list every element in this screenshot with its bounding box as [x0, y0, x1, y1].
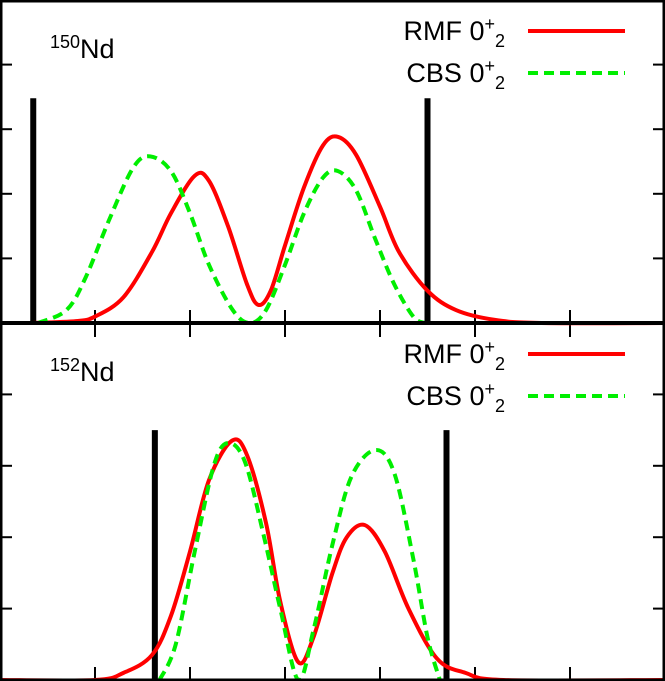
legend-sup: + [484, 379, 495, 399]
panel-label: 150Nd [50, 32, 115, 64]
legend-label-cbs: CBS 0+2 [406, 379, 505, 416]
element-symbol: Nd [80, 34, 115, 64]
mass-number: 152 [50, 355, 80, 375]
legend-sup: + [484, 56, 495, 76]
legend-label-rmf: RMF 0+2 [403, 14, 505, 51]
legend-label-rmf: RMF 0+2 [403, 337, 505, 374]
legend-name: CBS 0 [406, 381, 484, 411]
legend-name: CBS 0 [406, 58, 484, 88]
legend-name: RMF 0 [403, 339, 484, 369]
legend-sup: + [484, 337, 495, 357]
legend-sub: 2 [495, 396, 505, 416]
series-rmf-line [28, 134, 665, 326]
legend-label-cbs: CBS 0+2 [406, 56, 505, 93]
legend-sub: 2 [495, 73, 505, 93]
panel-label: 152Nd [50, 355, 115, 387]
series-cbs-line [157, 440, 442, 681]
legend-name: RMF 0 [403, 16, 484, 46]
series-cbs-line [37, 154, 426, 326]
series-rmf-line [0, 437, 665, 681]
legend-sub: 2 [495, 354, 505, 374]
legend-sup: + [484, 14, 495, 34]
legend-sub: 2 [495, 31, 505, 51]
mass-number: 150 [50, 32, 80, 52]
element-symbol: Nd [80, 357, 115, 387]
